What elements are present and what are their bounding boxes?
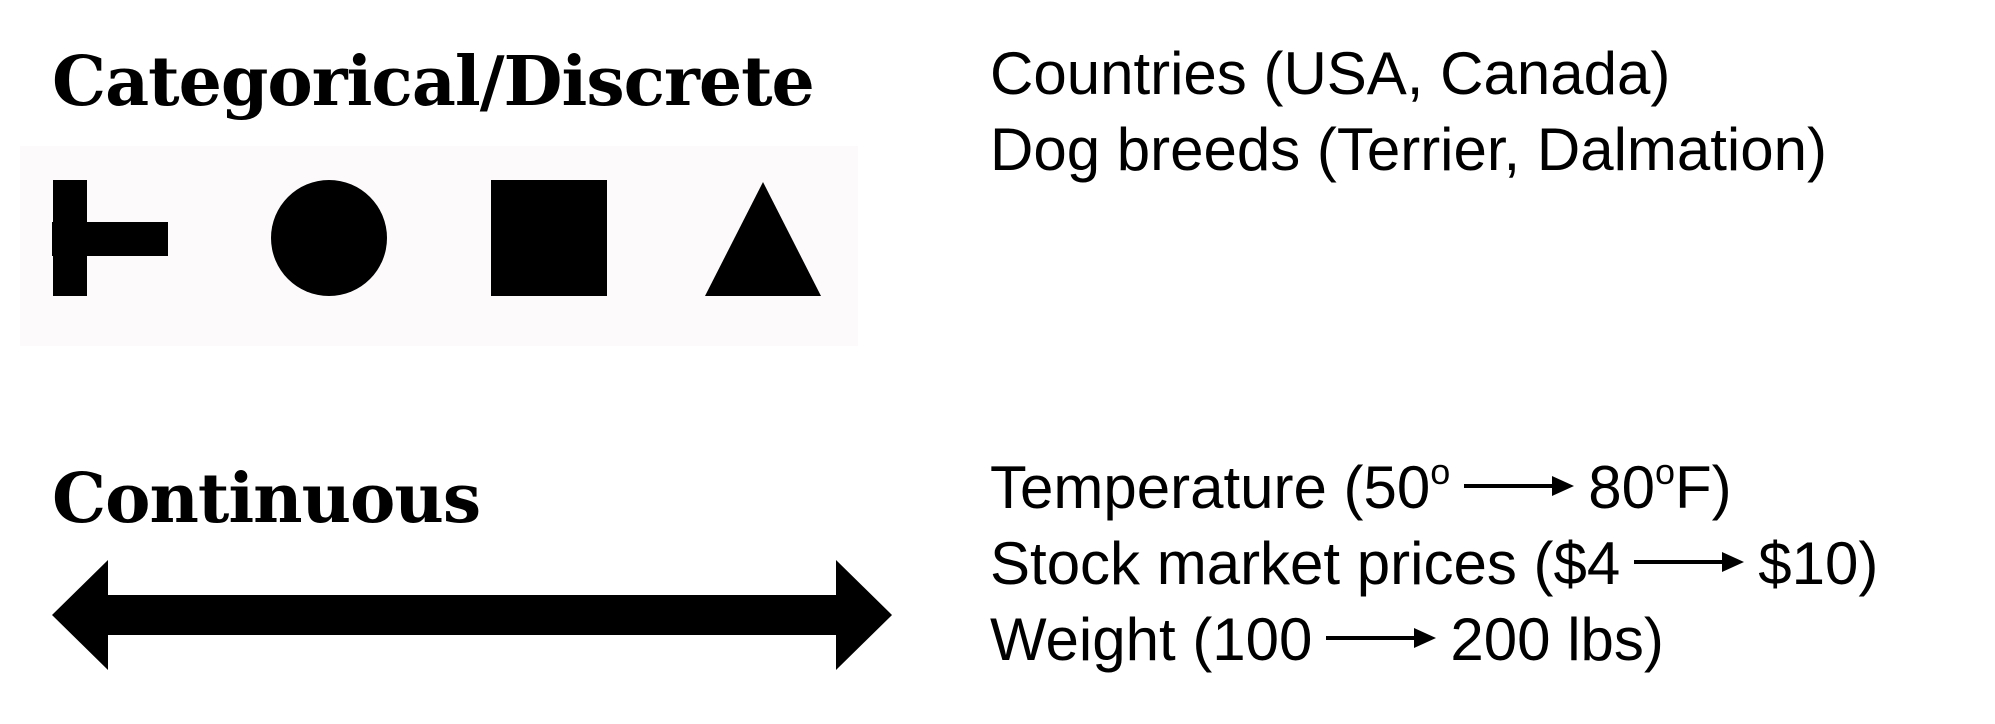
right-arrow-icon [1634, 552, 1745, 572]
square-icon [491, 180, 607, 296]
plus-icon [52, 180, 168, 296]
example-temperature: Temperature (50o 80oF) [990, 450, 1878, 526]
stock-end: $10) [1758, 530, 1879, 597]
temperature-start: Temperature (50 [990, 454, 1431, 521]
stock-start: Stock market prices ($4 [990, 530, 1621, 597]
example-dog-breeds: Dog breeds (Terrier, Dalmation) [990, 116, 1827, 183]
example-countries: Countries (USA, Canada) [990, 40, 1671, 107]
example-stock-prices: Stock market prices ($4 $10) [990, 526, 1878, 602]
continuous-examples: Temperature (50o 80oF) Stock market price… [990, 450, 1878, 678]
temperature-end-value: 80 [1588, 454, 1655, 521]
weight-end: 200 lbs) [1450, 606, 1664, 673]
categorical-heading: Categorical/Discrete [52, 42, 815, 122]
weight-start: Weight (100 [990, 606, 1313, 673]
categorical-examples: Countries (USA, Canada) Dog breeds (Terr… [990, 36, 1827, 188]
right-arrow-icon [1464, 476, 1575, 496]
degree-symbol: o [1655, 451, 1676, 492]
degree-symbol: o [1430, 451, 1451, 492]
circle-icon [271, 180, 387, 296]
categorical-symbols-panel [20, 146, 858, 346]
continuous-heading: Continuous [52, 459, 481, 539]
right-arrow-icon [1326, 628, 1437, 648]
example-weight: Weight (100 200 lbs) [990, 602, 1878, 678]
triangle-icon [705, 182, 821, 296]
double-arrow-icon [52, 560, 892, 670]
temperature-unit: F) [1675, 454, 1732, 521]
